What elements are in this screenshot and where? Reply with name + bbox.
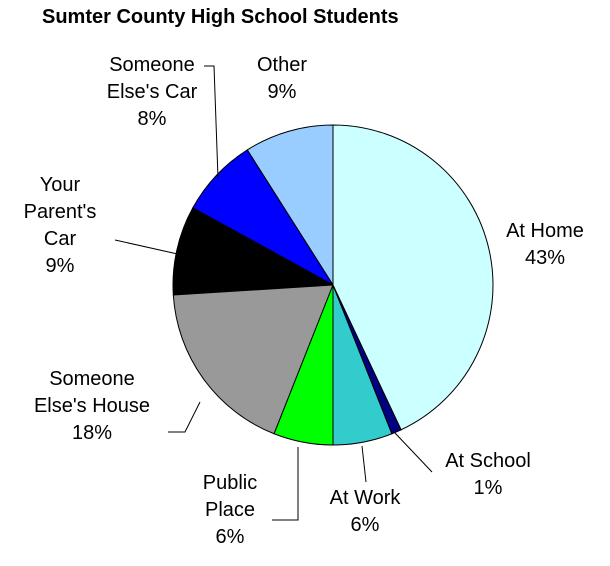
slice-label: Public Place 6% bbox=[195, 470, 265, 551]
value-label: 43% bbox=[524, 247, 566, 269]
slice-label: Your Parent's Car 9% bbox=[20, 172, 100, 280]
category-label: Your Parent's Car bbox=[23, 174, 97, 250]
category-label: At Work bbox=[329, 487, 401, 509]
value-label: 8% bbox=[137, 108, 167, 130]
value-label: 18% bbox=[71, 422, 113, 444]
value-label: 9% bbox=[45, 255, 75, 277]
value-label: 1% bbox=[473, 477, 503, 499]
category-label: At Home bbox=[506, 220, 584, 242]
category-label: Someone Else's Car bbox=[106, 54, 198, 103]
slice-label: Other 9% bbox=[242, 52, 322, 106]
slice-label: Someone Else's Car 8% bbox=[87, 52, 217, 133]
slice-label: At Work 6% bbox=[310, 485, 420, 539]
category-label: Other bbox=[256, 54, 308, 76]
leaders bbox=[114, 65, 433, 521]
slice-label: Someone Else's House 18% bbox=[32, 366, 152, 447]
category-label: Someone Else's House bbox=[33, 368, 151, 417]
leader-line bbox=[361, 445, 367, 483]
leader-line bbox=[114, 239, 183, 256]
pie-slice bbox=[332, 124, 494, 431]
leader-line bbox=[204, 65, 219, 179]
pie-slice bbox=[172, 207, 335, 296]
slice-label: At School 1% bbox=[428, 448, 548, 502]
leader-line bbox=[394, 432, 433, 473]
leader-line bbox=[168, 401, 201, 433]
value-label: 6% bbox=[215, 526, 245, 548]
slice-label: At Home 43% bbox=[485, 218, 605, 272]
category-label: At School bbox=[445, 450, 531, 472]
pie-slice bbox=[246, 124, 334, 287]
category-label: Public Place bbox=[202, 472, 258, 521]
chart-title: Sumter County High School Students bbox=[42, 6, 399, 28]
value-label: 6% bbox=[350, 514, 380, 536]
leader-line bbox=[272, 447, 299, 521]
value-label: 9% bbox=[267, 81, 297, 103]
pie-slice bbox=[172, 284, 334, 435]
